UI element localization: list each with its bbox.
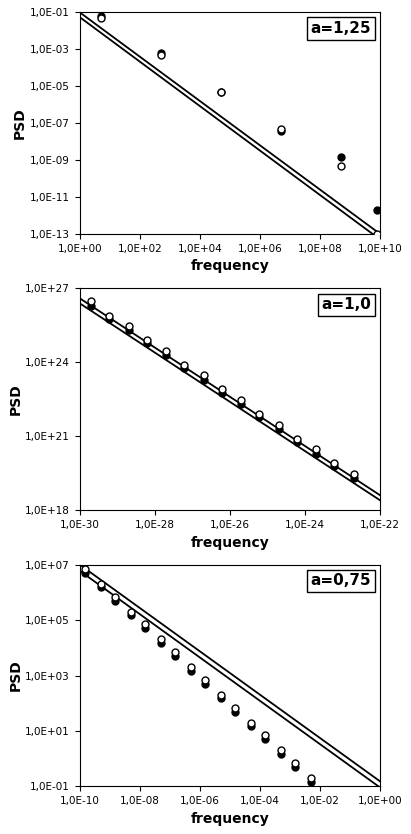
- Y-axis label: PSD: PSD: [9, 660, 23, 691]
- Text: a=1,25: a=1,25: [311, 21, 371, 36]
- X-axis label: frequency: frequency: [191, 259, 269, 274]
- X-axis label: frequency: frequency: [191, 811, 269, 826]
- Text: a=1,0: a=1,0: [321, 298, 371, 313]
- Text: a=0,75: a=0,75: [311, 574, 371, 589]
- X-axis label: frequency: frequency: [191, 535, 269, 550]
- Y-axis label: PSD: PSD: [13, 108, 27, 139]
- Y-axis label: PSD: PSD: [8, 384, 22, 415]
